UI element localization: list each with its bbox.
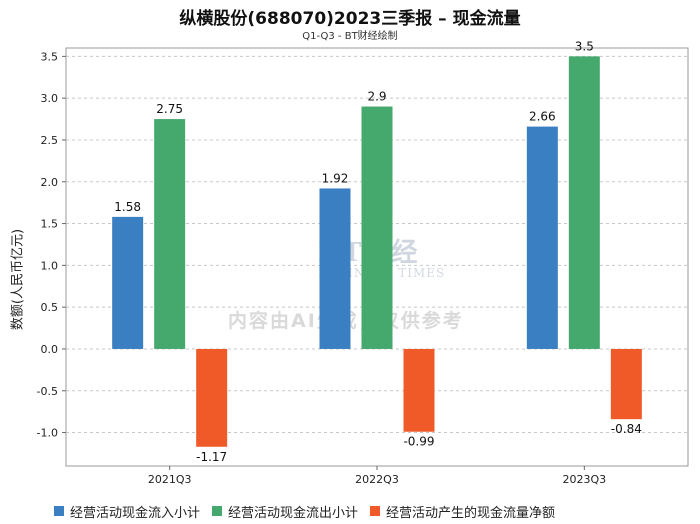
legend-swatch-outflow: [212, 506, 223, 516]
legend-label-outflow: 经营活动现金流出小计: [228, 505, 359, 521]
legend-swatch-inflow: [54, 506, 64, 516]
legend-item-outflow: 经营活动现金流出小计: [212, 502, 358, 521]
y-tick-label: -1.0: [37, 427, 58, 440]
legend-label-net: 经营活动产生的现金流量净额: [386, 505, 556, 521]
x-tick-label: 2023Q3: [563, 473, 607, 486]
y-tick-label: 3.0: [41, 92, 59, 105]
bar: [154, 119, 186, 349]
data-label: 1.92: [322, 171, 349, 185]
legend-swatch-net: [370, 506, 381, 516]
x-tick-label: 2021Q3: [148, 473, 192, 486]
y-tick-label: 2.5: [41, 134, 59, 147]
y-tick-label: 3.5: [41, 50, 59, 63]
bar: [319, 188, 351, 349]
bar: [112, 216, 144, 349]
y-tick-label: 1.5: [41, 218, 59, 231]
y-tick-label: 0.0: [41, 343, 59, 356]
chart-title: 纵横股份(688070)2023三季报 – 现金流量: [179, 9, 521, 29]
data-label: 2.75: [156, 102, 183, 116]
y-tick-label: 2.0: [41, 176, 59, 189]
data-label: 3.5: [575, 39, 594, 53]
bar: [196, 348, 228, 447]
bar: [361, 106, 393, 349]
data-label: -1.17: [196, 450, 227, 464]
chart-subtitle: Q1-Q3 - BT财经绘制: [302, 31, 398, 42]
data-label: 1.58: [114, 200, 141, 214]
x-tick-label: 2022Q3: [355, 473, 399, 486]
bar: [403, 348, 435, 432]
data-label: 2.66: [529, 110, 556, 124]
legend-label-inflow: 经营活动现金流入小计: [70, 505, 201, 521]
bar: [526, 126, 558, 349]
y-tick-label: 0.5: [41, 301, 59, 314]
legend: 经营活动现金流入小计 经营活动现金流出小计 经营活动产生的现金流量净额: [54, 500, 694, 522]
y-tick-label: 1.0: [41, 259, 59, 272]
bar: [568, 56, 600, 349]
legend-item-inflow: 经营活动现金流入小计: [54, 502, 200, 521]
data-label: 2.9: [367, 90, 386, 104]
data-label: -0.99: [403, 435, 434, 449]
legend-item-net: 经营活动产生的现金流量净额: [370, 502, 555, 521]
bar: [610, 348, 642, 420]
y-tick-label: -0.5: [37, 385, 58, 398]
data-label: -0.84: [611, 422, 642, 436]
